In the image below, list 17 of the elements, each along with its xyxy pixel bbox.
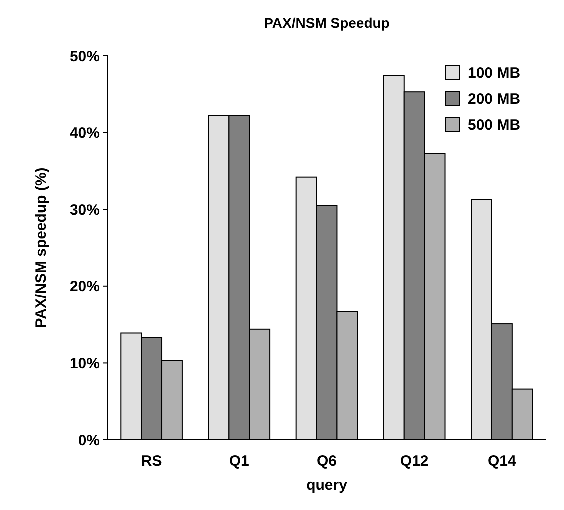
x-axis-title: query xyxy=(306,477,348,494)
x-tick-label: Q14 xyxy=(488,453,518,470)
x-tick-label: Q6 xyxy=(316,453,338,470)
y-tick-label: 10% xyxy=(70,355,100,372)
y-tick-label: 20% xyxy=(70,278,100,296)
legend-label: 500 MB xyxy=(468,117,521,134)
y-tick-label: 0% xyxy=(78,432,100,450)
y-axis-title: PAX/NSM speedup (%) xyxy=(33,168,50,328)
x-tick-label: Q1 xyxy=(229,453,250,470)
legend-label: 100 MB xyxy=(468,65,521,82)
y-tick-label: 50% xyxy=(70,48,100,66)
y-tick-label: 30% xyxy=(70,202,100,219)
x-tick-label: RS xyxy=(141,453,162,470)
y-tick-label: 40% xyxy=(70,125,100,142)
x-tick-label: Q12 xyxy=(400,453,429,470)
chart-title: PAX/NSM Speedup xyxy=(264,15,390,31)
legend-label: 200 MB xyxy=(468,91,521,108)
